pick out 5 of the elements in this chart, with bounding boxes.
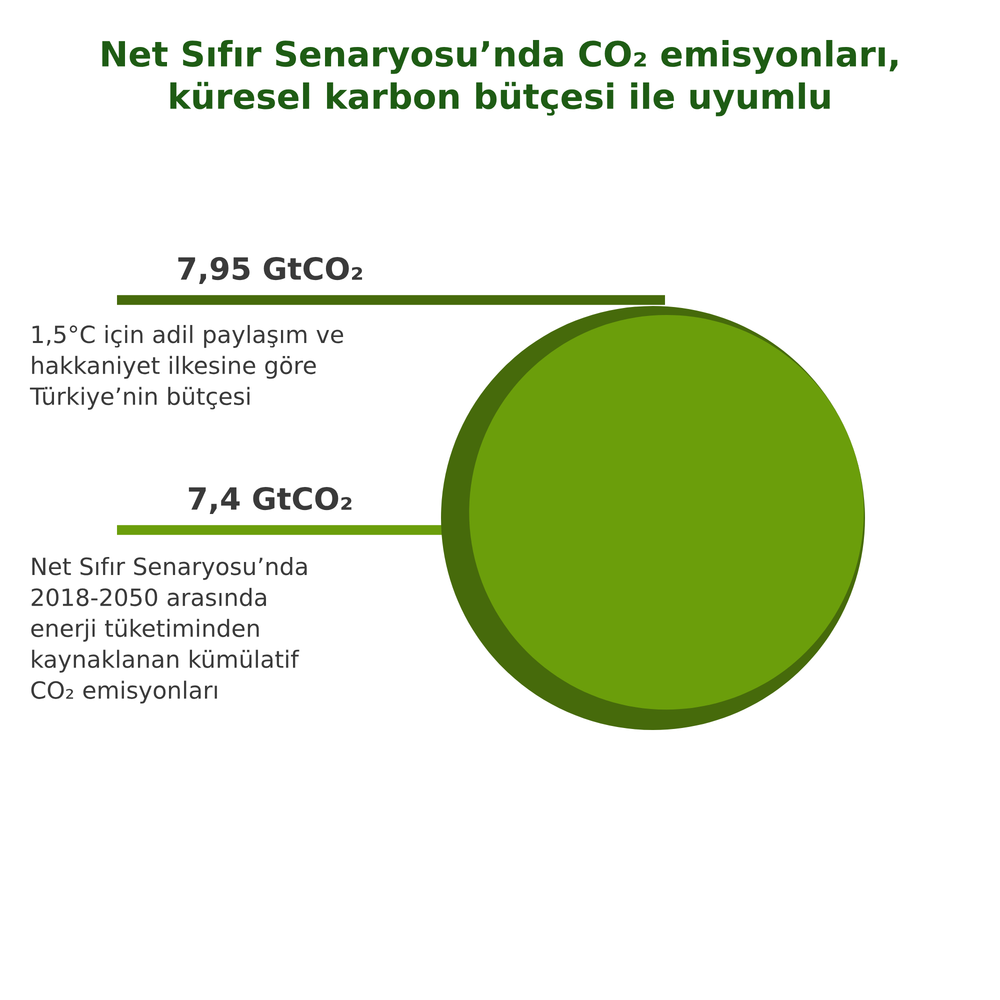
category-label: 1,5°C için adil paylaşım ve hakkaniyet ilkesine göre Türkiye’nin bütçesi xyxy=(30,325,344,410)
category-label: Net Sıfır Senaryosu’nda 2018-2050 arasında enerji tüketiminden kaynaklanan kümülatif CO₂ emisyonları xyxy=(31,557,307,704)
data-label: 7,4 GtCO₂ xyxy=(188,486,352,514)
text: Net Sıfır Senaryosu’nda CO₂ emisyonları, küresel karbon bütçesi ile uyumlu xyxy=(102,40,898,116)
data-label: 7,95 GtCO₂ xyxy=(178,256,362,284)
